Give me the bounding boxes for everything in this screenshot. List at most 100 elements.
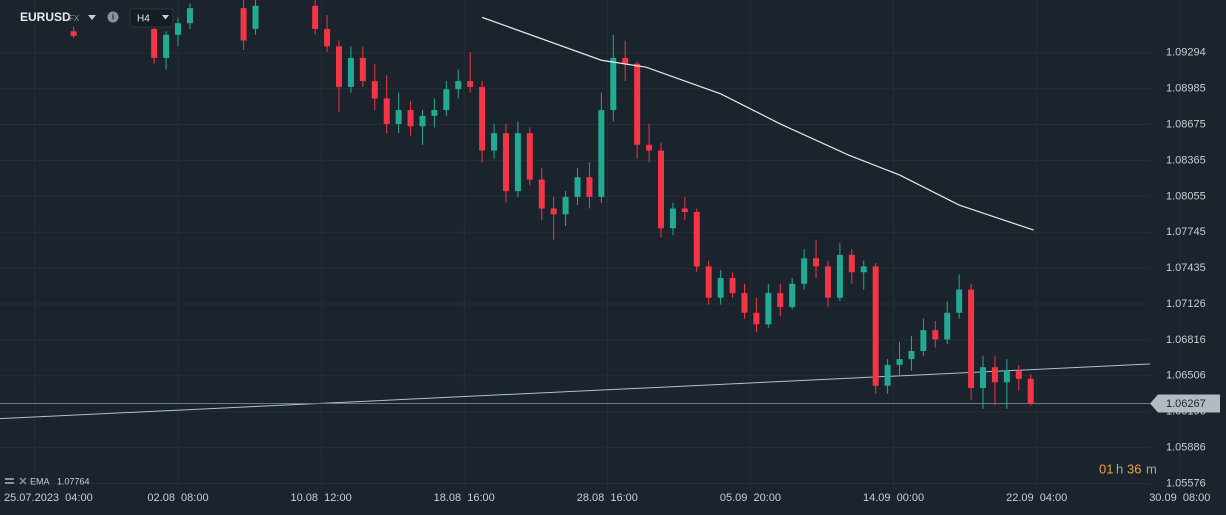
symbol[interactable]: EURUSD <box>20 10 71 24</box>
candle-body <box>681 208 688 212</box>
timeframe-dropdown[interactable] <box>162 15 169 20</box>
x-tick-label: 14.09 00:00 <box>863 492 924 504</box>
market: FX <box>69 14 80 23</box>
y-tick-label: 1.06816 <box>1166 334 1206 346</box>
candle-body <box>491 133 498 151</box>
x-tick-label: 25.07.2023 04:00 <box>4 492 93 504</box>
candle-body <box>479 86 486 151</box>
candle-body <box>174 23 181 35</box>
candle-body <box>824 266 831 298</box>
candle-body <box>347 57 354 87</box>
candle-body <box>968 289 975 389</box>
candle-body <box>455 81 462 90</box>
info-icon[interactable] <box>107 11 119 23</box>
candle-body <box>1003 370 1010 383</box>
candle-body <box>836 254 843 298</box>
timeframe-box[interactable] <box>129 8 174 28</box>
candle-body <box>777 293 784 307</box>
countdown: 01 h 36 m <box>1099 461 1157 476</box>
y-tick-label: 1.09294 <box>1166 47 1206 59</box>
candle-body <box>848 254 855 273</box>
y-tick-label: 1.08985 <box>1166 83 1206 95</box>
timeframe[interactable]: H4 <box>137 14 150 25</box>
candle-body <box>610 57 617 111</box>
candle-body <box>932 330 939 340</box>
symbol-dropdown[interactable] <box>88 15 96 20</box>
header: EURUSD FX i H4 <box>20 8 174 28</box>
candle-body <box>252 5 259 29</box>
candle-body <box>634 63 641 145</box>
y-tick-label: 1.08365 <box>1166 154 1206 166</box>
candle-body <box>622 57 629 64</box>
candle-body <box>431 110 438 116</box>
ema-line <box>481 16 1034 231</box>
x-tick-label: 30.09 08:00 <box>1149 492 1210 504</box>
candle-body <box>371 81 378 99</box>
trend-line <box>0 363 1150 420</box>
y-tick-label: 1.07745 <box>1166 226 1206 238</box>
x-tick-label: 05.09 20:00 <box>720 492 781 504</box>
y-tick-label: 1.08055 <box>1166 190 1206 202</box>
ema-value: 1.07764 <box>57 476 90 486</box>
candle-body <box>526 133 533 180</box>
candle-body <box>980 367 987 389</box>
candle-body <box>467 81 474 87</box>
candle-body <box>324 28 331 47</box>
candle-body <box>1027 378 1034 404</box>
last-price-tag <box>1150 394 1220 413</box>
candle-body <box>896 359 903 365</box>
candle-body <box>359 57 366 82</box>
candle-body <box>693 211 700 267</box>
candle-body <box>586 177 593 197</box>
candle-body <box>741 293 748 313</box>
candle-body <box>789 283 796 307</box>
candle-body <box>574 177 581 197</box>
y-tick-label: 1.07126 <box>1166 298 1206 310</box>
indicator-icon[interactable] <box>5 478 14 480</box>
candle-body <box>70 31 77 36</box>
candle-body <box>658 150 665 229</box>
candle-body <box>163 34 170 58</box>
indicator-remove[interactable] <box>19 477 27 485</box>
candle-body <box>419 115 426 127</box>
candle-body <box>753 312 760 325</box>
candle-body <box>383 98 390 124</box>
last-price-label: 1.06267 <box>1166 398 1206 410</box>
x-tick-label: 18.08 16:00 <box>434 492 495 504</box>
candle-body <box>872 266 879 386</box>
countdown-hours: 01 <box>1099 461 1113 476</box>
y-tick-label: 1.08675 <box>1166 118 1206 130</box>
y-tick-label: 1.07435 <box>1166 262 1206 274</box>
candle-body <box>186 8 193 24</box>
candle-body <box>502 133 509 192</box>
indicator-icon[interactable] <box>5 482 14 484</box>
candle-body <box>884 364 891 386</box>
x-tick-label: 28.08 16:00 <box>577 492 638 504</box>
candle-body <box>395 110 402 124</box>
x-tick-label: 10.08 12:00 <box>291 492 352 504</box>
countdown-m: m <box>1146 461 1157 476</box>
candle-body <box>920 330 927 351</box>
candle-body <box>514 133 521 192</box>
candle-body <box>1015 370 1022 379</box>
candle-body <box>562 196 569 215</box>
indicator-legend: EMA 1.07764 <box>5 476 90 486</box>
candle-body <box>240 8 247 41</box>
info-glyph: i <box>112 13 114 22</box>
candle-body <box>407 110 414 127</box>
candle-body <box>765 293 772 325</box>
axes: 1.09294 1.08985 1.08675 1.08365 1.08055 1.077… <box>4 47 1220 504</box>
y-tick-label: 1.06506 <box>1166 370 1206 382</box>
candle-body <box>151 28 158 58</box>
plot-area <box>0 0 1150 420</box>
candle-body <box>956 289 963 313</box>
candle-body <box>944 312 951 340</box>
candle-body <box>669 208 676 229</box>
candle-body <box>813 258 820 267</box>
candle-body <box>646 144 653 151</box>
candle-body <box>538 179 545 209</box>
ema-name: EMA <box>30 476 50 486</box>
candle-body <box>860 266 867 273</box>
candle-body <box>717 278 724 298</box>
